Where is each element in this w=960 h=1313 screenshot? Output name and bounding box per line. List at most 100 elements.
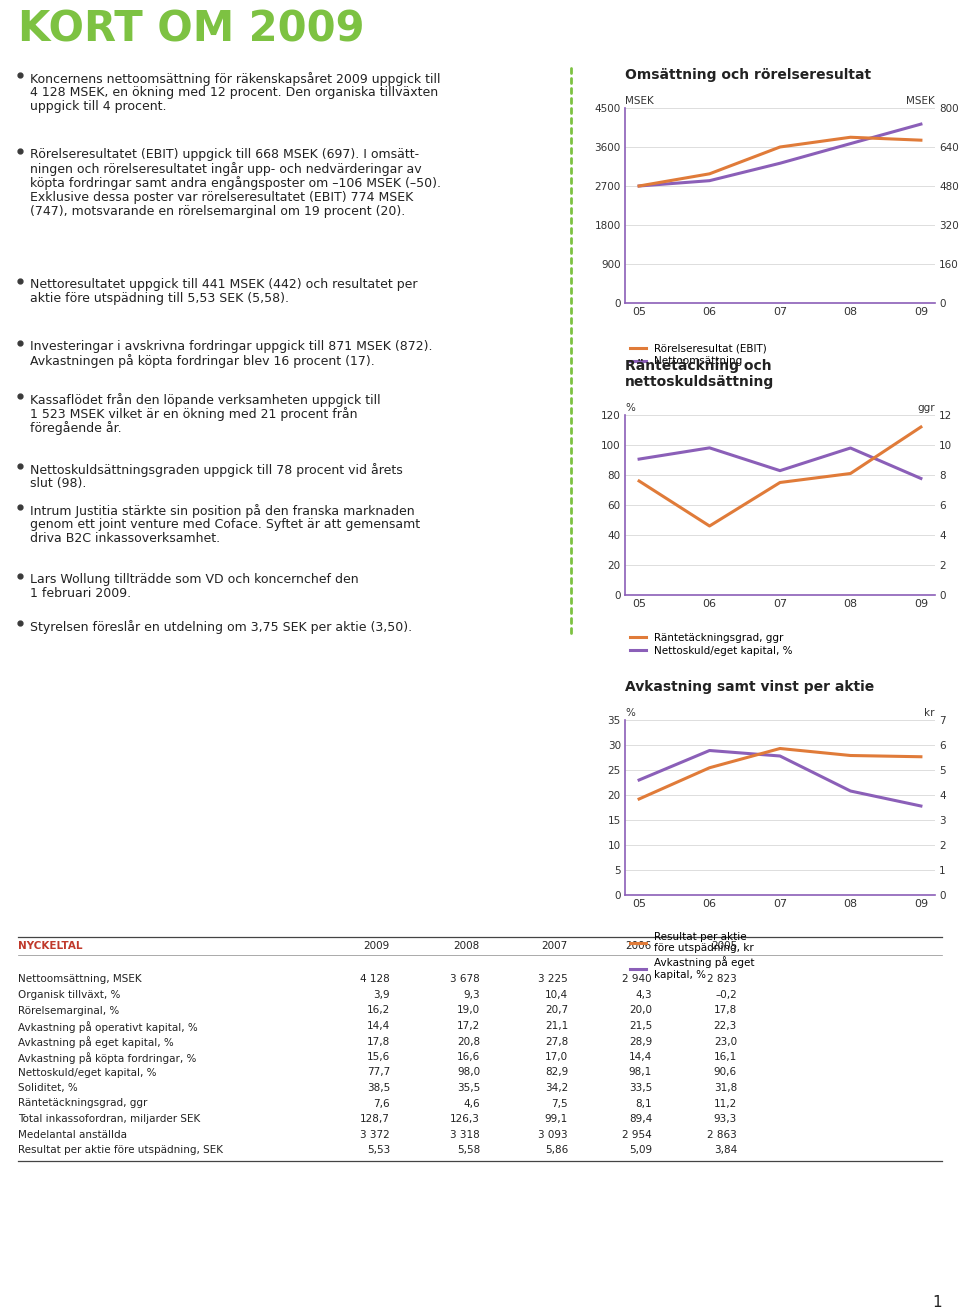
Text: 126,3: 126,3 [450,1113,480,1124]
Text: 3,84: 3,84 [713,1145,737,1155]
Text: Medelantal anställda: Medelantal anställda [18,1129,127,1140]
Text: 98,1: 98,1 [629,1067,652,1078]
Text: 3 093: 3 093 [539,1129,568,1140]
Text: 1: 1 [932,1295,942,1310]
Text: 15,6: 15,6 [367,1052,390,1062]
Text: 2006: 2006 [626,941,652,951]
Text: 14,4: 14,4 [629,1052,652,1062]
Text: %: % [625,403,635,414]
Text: 16,1: 16,1 [713,1052,737,1062]
Text: 2008: 2008 [454,941,480,951]
Text: aktie före utspädning till 5,53 SEK (5,58).: aktie före utspädning till 5,53 SEK (5,5… [30,293,289,305]
Text: 17,8: 17,8 [367,1036,390,1046]
Text: 77,7: 77,7 [367,1067,390,1078]
Text: 2 863: 2 863 [708,1129,737,1140]
Text: 4,3: 4,3 [636,990,652,1001]
Text: 31,8: 31,8 [713,1083,737,1092]
Text: 7,6: 7,6 [373,1099,390,1108]
Text: 20,8: 20,8 [457,1036,480,1046]
Text: 4,6: 4,6 [464,1099,480,1108]
Text: 5,53: 5,53 [367,1145,390,1155]
Text: Avkastning på operativt kapital, %: Avkastning på operativt kapital, % [18,1022,198,1033]
Text: driva B2C inkassoverksamhet.: driva B2C inkassoverksamhet. [30,532,220,545]
Text: 99,1: 99,1 [544,1113,568,1124]
Text: 11,2: 11,2 [713,1099,737,1108]
Text: 82,9: 82,9 [544,1067,568,1078]
Text: 35,5: 35,5 [457,1083,480,1092]
Text: Avkastningen på köpta fordringar blev 16 procent (17).: Avkastningen på köpta fordringar blev 16… [30,355,374,368]
Text: 20,7: 20,7 [545,1006,568,1015]
Text: Lars Wollung tillträdde som VD och koncernchef den: Lars Wollung tillträdde som VD och konce… [30,572,359,586]
Text: 38,5: 38,5 [367,1083,390,1092]
Text: 1 februari 2009.: 1 februari 2009. [30,587,132,600]
Text: föregående år.: föregående år. [30,421,122,436]
Text: 20,0: 20,0 [629,1006,652,1015]
Text: Räntetäckning och
nettoskuldsättning: Räntetäckning och nettoskuldsättning [625,358,775,389]
Text: 21,1: 21,1 [544,1022,568,1031]
Text: 3 372: 3 372 [360,1129,390,1140]
Text: KORT OM 2009: KORT OM 2009 [18,8,365,50]
Text: 3,9: 3,9 [373,990,390,1001]
Text: uppgick till 4 procent.: uppgick till 4 procent. [30,100,166,113]
Text: 17,2: 17,2 [457,1022,480,1031]
Text: 3 678: 3 678 [450,974,480,985]
Text: 16,6: 16,6 [457,1052,480,1062]
Text: Styrelsen föreslår en utdelning om 3,75 SEK per aktie (3,50).: Styrelsen föreslår en utdelning om 3,75 … [30,620,412,634]
Text: (747), motsvarande en rörelsemarginal om 19 procent (20).: (747), motsvarande en rörelsemarginal om… [30,205,405,218]
Text: 1 523 MSEK vilket är en ökning med 21 procent från: 1 523 MSEK vilket är en ökning med 21 pr… [30,407,357,421]
Text: 5,86: 5,86 [544,1145,568,1155]
Text: 16,2: 16,2 [367,1006,390,1015]
Text: 19,0: 19,0 [457,1006,480,1015]
Text: MSEK: MSEK [906,96,935,106]
Text: 2009: 2009 [364,941,390,951]
Text: 2 954: 2 954 [622,1129,652,1140]
Text: Avkastning samt vinst per aktie: Avkastning samt vinst per aktie [625,680,875,693]
Text: 3 225: 3 225 [539,974,568,985]
Text: 90,6: 90,6 [714,1067,737,1078]
Text: 9,3: 9,3 [464,990,480,1001]
Text: 8,1: 8,1 [636,1099,652,1108]
Text: 2 823: 2 823 [708,974,737,985]
Text: 5,09: 5,09 [629,1145,652,1155]
Text: Räntetäckningsgrad, ggr: Räntetäckningsgrad, ggr [18,1099,148,1108]
Text: Intrum Justitia stärkte sin position på den franska marknaden: Intrum Justitia stärkte sin position på … [30,504,415,517]
Text: 3 318: 3 318 [450,1129,480,1140]
Text: ningen och rörelseresultatet ingår upp- och nedvärderingar av: ningen och rörelseresultatet ingår upp- … [30,163,421,176]
Text: 7,5: 7,5 [551,1099,568,1108]
Text: 27,8: 27,8 [544,1036,568,1046]
Legend: Räntetäckningsgrad, ggr, Nettoskuld/eget kapital, %: Räntetäckningsgrad, ggr, Nettoskuld/eget… [630,633,793,655]
Legend: Resultat per aktie
före utspädning, kr, Avkastning på eget
kapital, %: Resultat per aktie före utspädning, kr, … [630,932,755,979]
Text: MSEK: MSEK [625,96,654,106]
Text: 5,58: 5,58 [457,1145,480,1155]
Text: 17,0: 17,0 [545,1052,568,1062]
Text: 4 128: 4 128 [360,974,390,985]
Text: 2005: 2005 [710,941,737,951]
Text: Nettoresultatet uppgick till 441 MSEK (442) och resultatet per: Nettoresultatet uppgick till 441 MSEK (4… [30,278,418,291]
Text: ggr: ggr [918,403,935,414]
Text: köpta fordringar samt andra engångsposter om –106 MSEK (–50).: köpta fordringar samt andra engångsposte… [30,176,441,190]
Text: 17,8: 17,8 [713,1006,737,1015]
Text: 22,3: 22,3 [713,1022,737,1031]
Text: 2007: 2007 [541,941,568,951]
Text: NYCKELTAL: NYCKELTAL [18,941,83,951]
Text: Koncernens nettoomsättning för räkenskapsåret 2009 uppgick till: Koncernens nettoomsättning för räkenskap… [30,72,441,85]
Text: 34,2: 34,2 [544,1083,568,1092]
Text: Kassaflödet från den löpande verksamheten uppgick till: Kassaflödet från den löpande verksamhete… [30,393,380,407]
Text: Nettoomsättning, MSEK: Nettoomsättning, MSEK [18,974,142,985]
Text: 89,4: 89,4 [629,1113,652,1124]
Text: Exklusive dessa poster var rörelseresultatet (EBIT) 774 MSEK: Exklusive dessa poster var rörelseresult… [30,190,413,204]
Text: Avkastning på köpta fordringar, %: Avkastning på köpta fordringar, % [18,1052,197,1064]
Text: Soliditet, %: Soliditet, % [18,1083,78,1092]
Text: %: % [625,708,635,718]
Text: Investeringar i avskrivna fordringar uppgick till 871 MSEK (872).: Investeringar i avskrivna fordringar upp… [30,340,433,353]
Text: Nettoskuld/eget kapital, %: Nettoskuld/eget kapital, % [18,1067,156,1078]
Text: Nettoskuldsättningsgraden uppgick till 78 procent vid årets: Nettoskuldsättningsgraden uppgick till 7… [30,463,403,477]
Text: Rörelseresultatet (EBIT) uppgick till 668 MSEK (697). I omsätt-: Rörelseresultatet (EBIT) uppgick till 66… [30,148,420,161]
Text: 14,4: 14,4 [367,1022,390,1031]
Text: Organisk tillväxt, %: Organisk tillväxt, % [18,990,120,1001]
Text: slut (98).: slut (98). [30,477,86,490]
Text: 28,9: 28,9 [629,1036,652,1046]
Text: 23,0: 23,0 [714,1036,737,1046]
Text: 2 940: 2 940 [622,974,652,985]
Text: 128,7: 128,7 [360,1113,390,1124]
